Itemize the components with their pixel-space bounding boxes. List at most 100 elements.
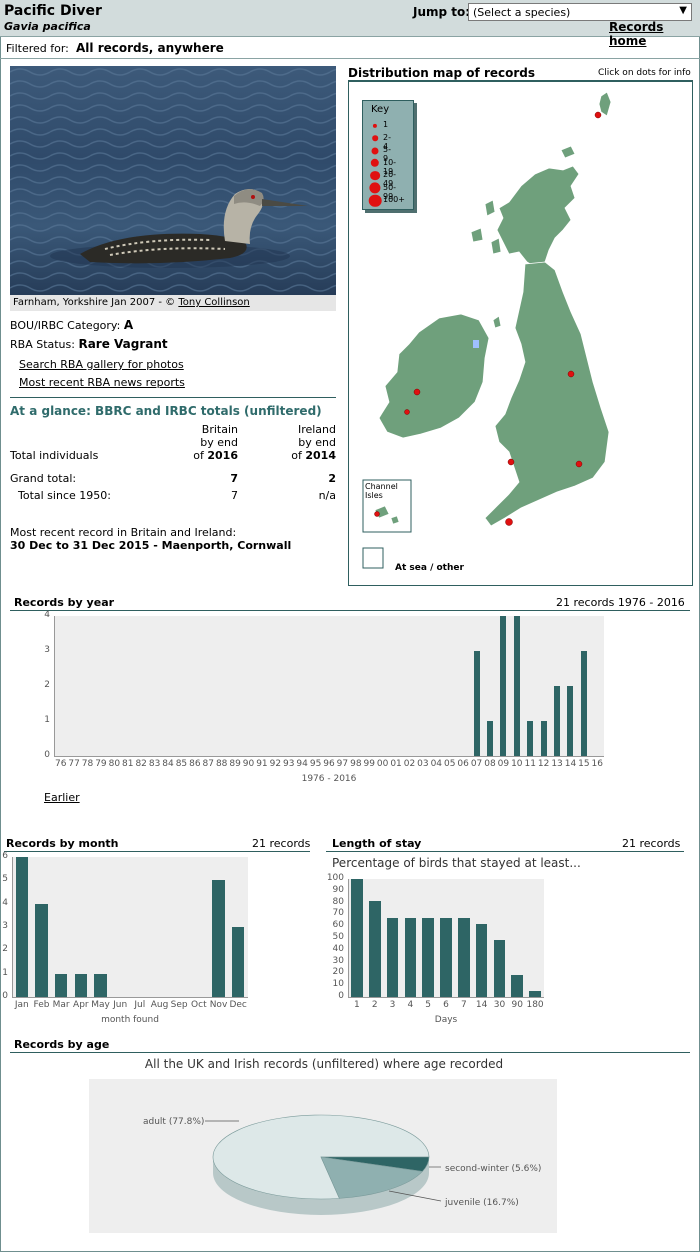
x-tick-label: 84 [162, 759, 174, 769]
bar[interactable] [94, 973, 107, 997]
key-dot [372, 123, 378, 128]
y-axis [12, 857, 13, 997]
age-chart-subtitle: All the UK and Irish records (unfiltered… [144, 1057, 504, 1071]
bar[interactable] [232, 927, 245, 997]
x-tick-label: 4 [407, 1000, 414, 1010]
bar[interactable] [511, 974, 524, 997]
x-tick-label: 09 [497, 759, 510, 769]
x-tick-label: 90 [242, 759, 255, 769]
x-tick-label: 91 [256, 759, 268, 769]
bar[interactable] [74, 973, 87, 997]
bar[interactable] [368, 901, 381, 997]
x-axis-label: Days [434, 1015, 458, 1025]
gallery-link[interactable]: Search RBA gallery for photos [19, 358, 184, 371]
bar[interactable] [493, 940, 506, 997]
bar[interactable] [567, 686, 574, 756]
y-tick-label: 80 [332, 896, 344, 907]
bar[interactable] [386, 917, 399, 997]
bar[interactable] [513, 616, 520, 756]
x-tick-label: 08 [484, 759, 496, 769]
x-tick-label: 13 [551, 759, 563, 769]
pie-slice-juvenile[interactable] [320, 1156, 424, 1199]
britain-col-line: by end [200, 436, 238, 449]
bar[interactable] [475, 923, 488, 997]
map-title: Distribution map of records [348, 66, 536, 80]
bar[interactable] [212, 880, 225, 997]
earlier-link[interactable]: Earlier [44, 791, 80, 804]
pie-slice-adult[interactable] [212, 1114, 430, 1200]
x-tick-label: Sep [170, 1000, 188, 1010]
x-tick-label: 95 [309, 759, 322, 769]
bar[interactable] [458, 917, 470, 997]
x-tick-label: 07 [470, 759, 483, 769]
x-tick-label: 93 [283, 759, 295, 769]
species-select-value: (Select a species) [473, 6, 571, 19]
uk-map-svg [362, 91, 612, 569]
bar[interactable] [15, 857, 28, 997]
bar[interactable] [473, 651, 480, 756]
y-tick-label: 40 [332, 943, 344, 954]
plot-area [12, 857, 248, 997]
ireland-year: 2014 [305, 449, 336, 462]
since-1950-ireland: n/a [318, 489, 336, 502]
bar[interactable] [529, 991, 541, 997]
age-chart-title: Records by age [14, 1038, 110, 1051]
key-label: 20-49 [383, 170, 397, 188]
y-tick-label: 2 [2, 944, 8, 955]
bar[interactable] [422, 917, 434, 997]
bar[interactable] [554, 686, 561, 756]
pie-svg: adult (77.8%) second-winter (5.6%) juvenil… [143, 1114, 541, 1215]
bar[interactable] [540, 721, 547, 756]
key-label: 1 [383, 120, 389, 129]
key-label: 10-19 [383, 157, 397, 176]
y-tick-label: 4 [2, 897, 8, 908]
britain-year: 2016 [207, 449, 238, 462]
x-tick-label: 11 [524, 759, 536, 769]
divider [10, 397, 336, 398]
x-tick-label: Apr [73, 1000, 89, 1010]
category-label: BOU/IRBC Category: [10, 319, 121, 332]
channel-isles-inset [362, 479, 412, 533]
y-axis [348, 879, 349, 997]
bar[interactable] [580, 651, 587, 756]
at-sea-label: At sea / other [395, 563, 464, 573]
x-tick-label: 5 [425, 1000, 432, 1010]
bar[interactable] [55, 973, 68, 997]
stay-chart-subtitle: Percentage of birds that stayed at least… [332, 856, 581, 870]
x-tick-label: 04 [430, 759, 443, 769]
bar[interactable] [486, 721, 493, 756]
records-home-link[interactable]: Records home [609, 20, 664, 48]
map-key: Key 1 2-4 5-9 10-19 20-49 50-99 100+ [362, 100, 414, 210]
bar[interactable] [351, 879, 363, 997]
x-tick-label: Jul [134, 1000, 146, 1010]
ireland-col-line: of [291, 449, 302, 462]
photo-author-link[interactable]: Tony Collinson [178, 297, 250, 308]
y-tick-label: 0 [44, 750, 50, 760]
x-tick-label: Mar [52, 1000, 70, 1010]
bar[interactable] [404, 917, 417, 997]
x-tick-label: 10 [511, 759, 523, 769]
chevron-down-icon: ▼ [679, 5, 687, 16]
x-tick-label: 97 [336, 759, 349, 769]
x-tick-label: Dec [229, 1000, 247, 1010]
species-select[interactable]: (Select a species) ▼ [468, 3, 692, 21]
rba-status-value: Rare Vagrant [78, 337, 168, 351]
x-tick-label: 00 [376, 759, 389, 769]
bar[interactable] [440, 917, 452, 997]
divider [10, 610, 690, 611]
map-key-title: Key [371, 104, 390, 115]
filter-value: All records, anywhere [76, 41, 224, 55]
record-dot [567, 370, 575, 378]
news-link[interactable]: Most recent RBA news reports [19, 376, 185, 389]
recent-record-label: Most recent record in Britain and Irelan… [10, 526, 237, 539]
y-tick-label: 4 [44, 610, 50, 620]
divider [4, 851, 310, 852]
bar[interactable] [500, 616, 507, 756]
x-tick-label: 3 [389, 1000, 396, 1010]
bar[interactable] [527, 721, 534, 756]
bar[interactable] [35, 903, 48, 997]
x-tick-label: 88 [215, 759, 228, 769]
record-dot [374, 511, 380, 517]
ireland-col-header: Ireland by end of 2014 [268, 423, 336, 462]
x-tick-label: 81 [122, 759, 134, 769]
